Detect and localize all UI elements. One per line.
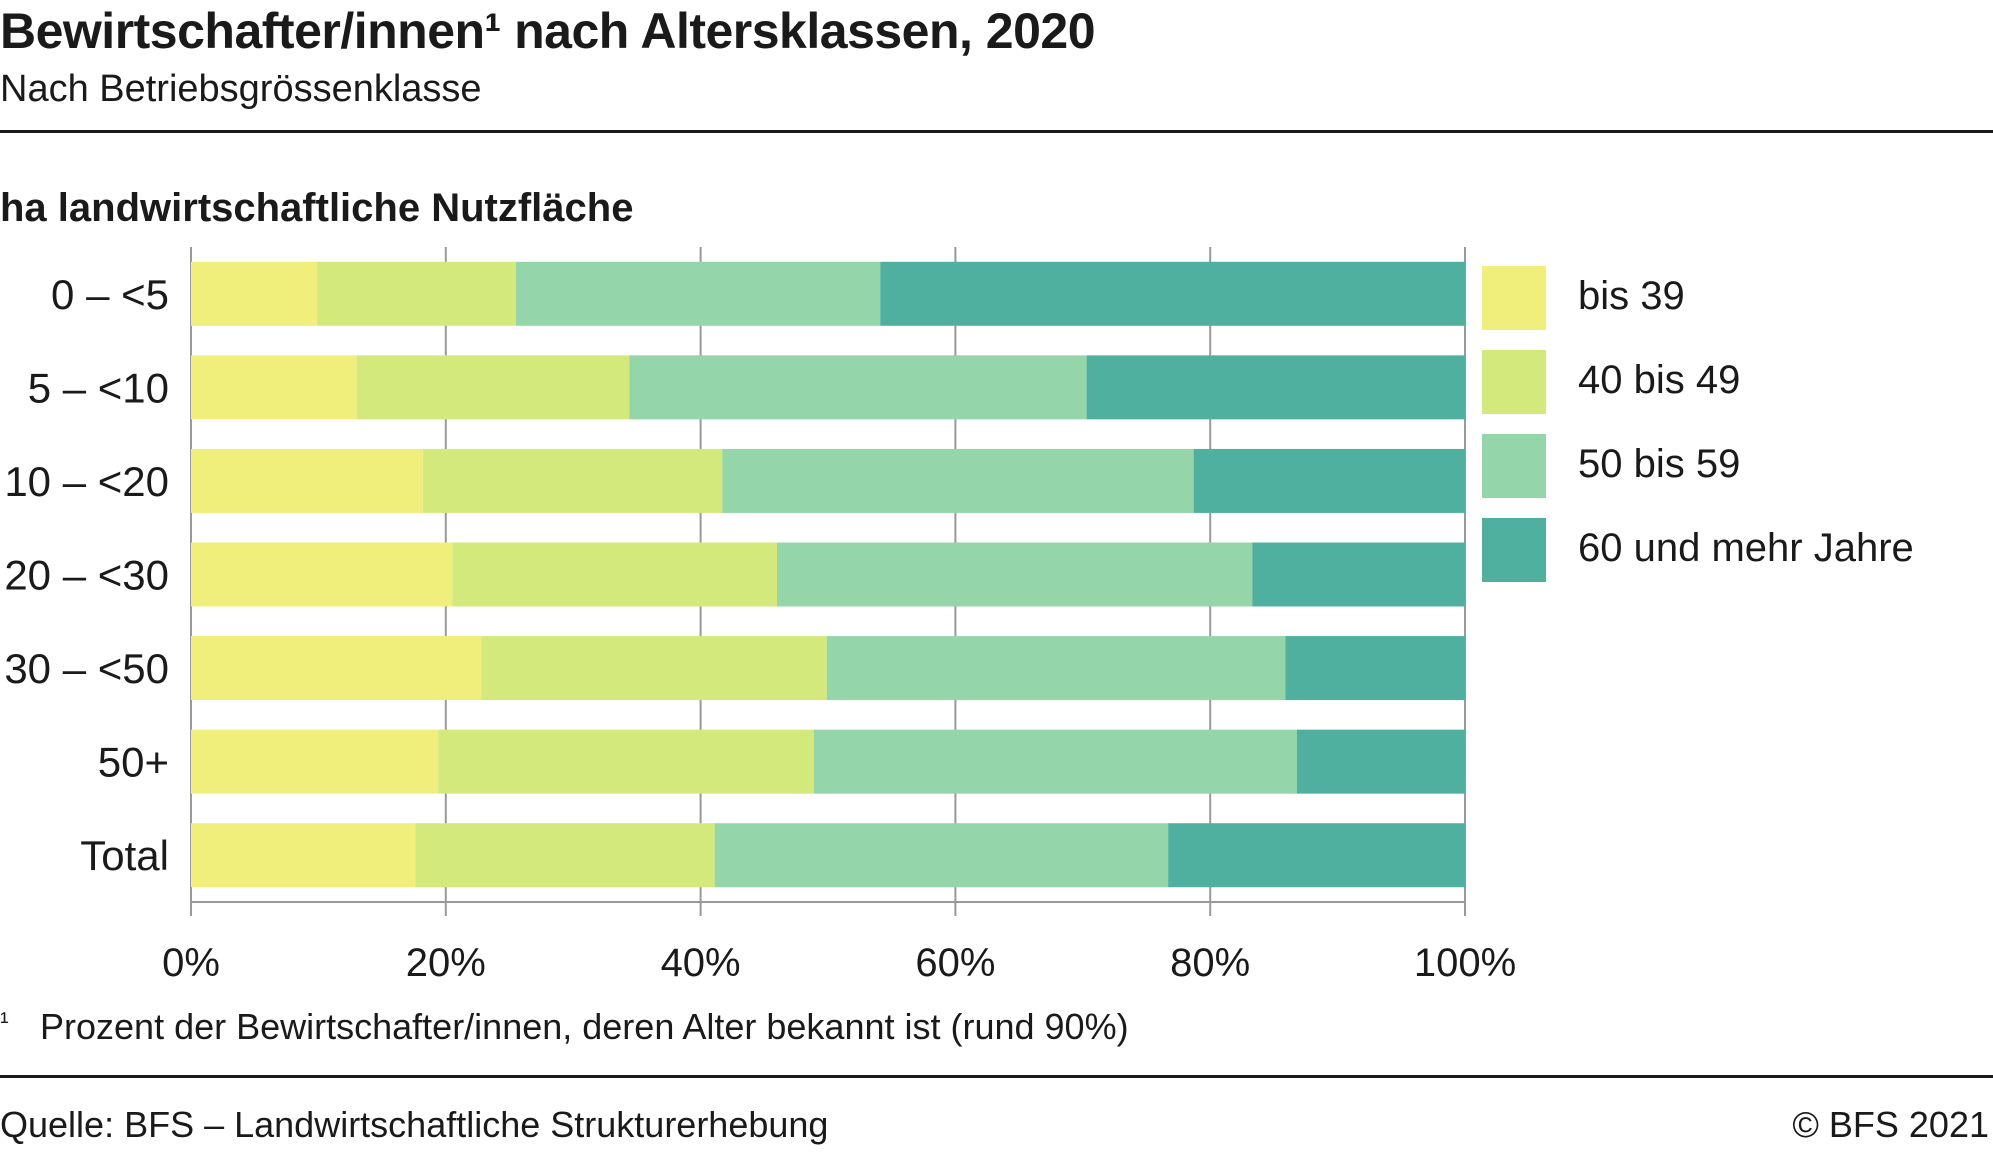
x-tick-label: 100% <box>1414 941 1516 985</box>
legend-swatch <box>1482 266 1546 330</box>
category-label: 20 – <30 <box>4 552 169 599</box>
legend-swatch <box>1482 518 1546 582</box>
chart-title: Bewirtschafter/innen¹ nach Altersklassen… <box>0 3 1096 59</box>
bar-segment <box>722 448 1194 513</box>
bar-segment <box>826 636 1286 701</box>
bottom-divider <box>0 1075 1993 1078</box>
legend-label: 40 bis 49 <box>1578 358 1741 402</box>
legend-label: 50 bis 59 <box>1578 442 1741 486</box>
bar-segment <box>515 261 881 326</box>
bar-segment <box>317 261 516 326</box>
bar-segment <box>1252 542 1465 607</box>
bar-segment <box>1193 448 1465 513</box>
bar-segment <box>813 729 1297 794</box>
bar-segment <box>1296 729 1465 794</box>
x-tick-label: 60% <box>915 941 995 985</box>
legend-label: bis 39 <box>1578 274 1685 318</box>
category-label: 0 – <5 <box>51 271 169 318</box>
bar-segment <box>1285 636 1465 701</box>
category-label: Total <box>80 832 169 879</box>
bar-segment <box>629 355 1087 420</box>
category-label: 30 – <50 <box>4 645 169 692</box>
footnote-text: Prozent der Bewirtschafter/innen, deren … <box>40 1006 1129 1047</box>
bar-segment <box>356 355 630 420</box>
bar-segment <box>191 448 423 513</box>
x-tick-label: 0% <box>162 941 220 985</box>
bar-segment <box>191 823 416 888</box>
bar-segment <box>777 542 1253 607</box>
bar-segment <box>438 729 814 794</box>
bar-segment <box>880 261 1465 326</box>
source-note: Quelle: BFS – Landwirtschaftliche Strukt… <box>0 1104 829 1145</box>
top-divider <box>0 130 1993 133</box>
bar-segment <box>481 636 827 701</box>
bar-segment <box>1086 355 1465 420</box>
category-label: 50+ <box>98 739 169 786</box>
bar-segment <box>191 729 439 794</box>
bar-segment <box>714 823 1169 888</box>
x-tick-label: 40% <box>661 941 741 985</box>
bar-segment <box>191 261 318 326</box>
bar-segment <box>191 355 357 420</box>
bar-segment <box>1168 823 1465 888</box>
footnote-mark: ¹ <box>0 1006 9 1036</box>
footnote: ¹ Prozent der Bewirtschafter/innen, deren… <box>0 1006 1129 1048</box>
y-axis-title: ha landwirtschaftliche Nutzfläche <box>0 186 634 230</box>
bar-segment <box>191 636 482 701</box>
copyright: © BFS 2021 <box>1792 1104 1989 1145</box>
legend-swatch <box>1482 350 1546 414</box>
category-label: 10 – <20 <box>4 458 169 505</box>
legend-label: 60 und mehr Jahre <box>1578 526 1914 570</box>
stacked-bar-chart: 0 – <5 5 – <10 10 – <20 20 – <30 30 – <50 50+… <box>4 247 1516 985</box>
category-label: 5 – <10 <box>28 364 169 411</box>
x-tick-label: 20% <box>406 941 486 985</box>
bar-segment <box>452 542 778 607</box>
bar-segment <box>415 823 715 888</box>
legend-swatch <box>1482 434 1546 498</box>
x-tick-label: 80% <box>1170 941 1250 985</box>
bar-segment <box>422 448 723 513</box>
bar-segment <box>191 542 453 607</box>
chart-subtitle: Nach Betriebsgrössenklasse <box>0 68 482 110</box>
